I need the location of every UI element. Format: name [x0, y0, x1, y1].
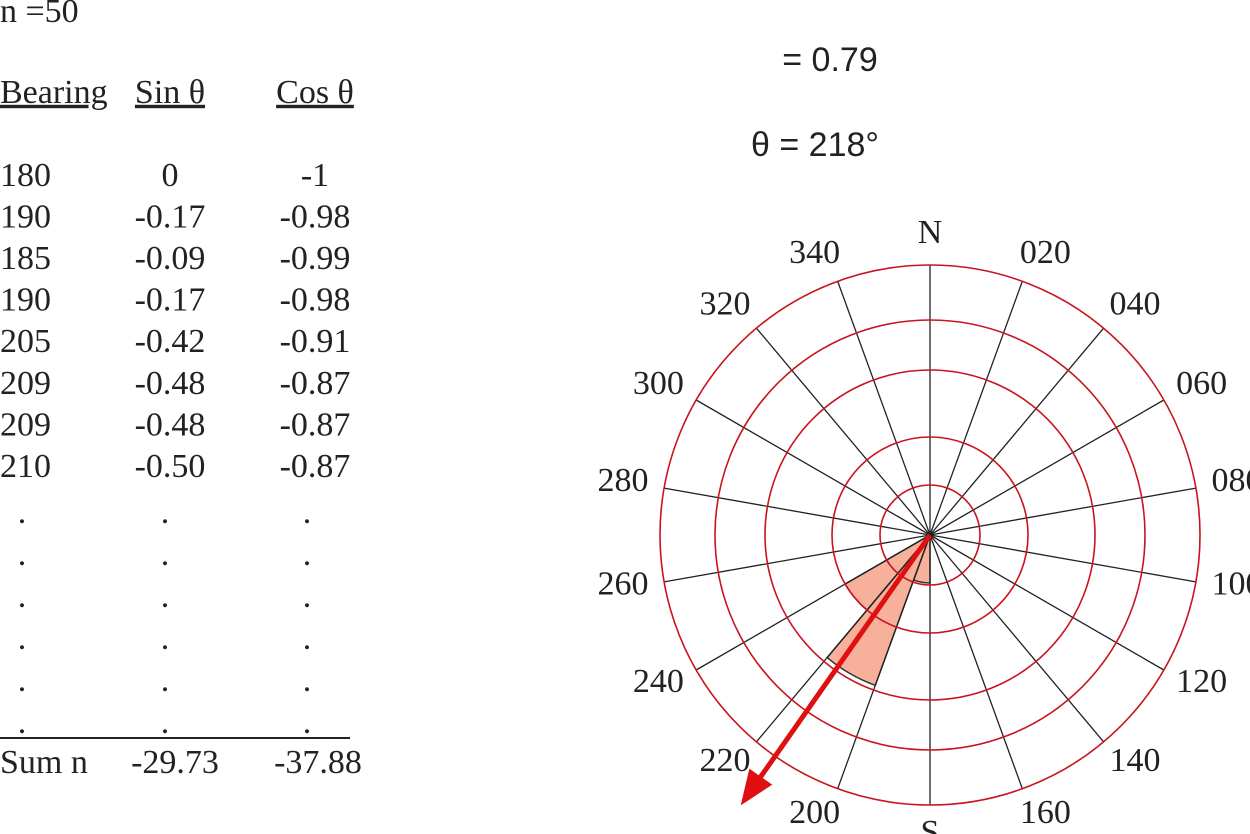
table-cell: -0.17 [135, 282, 206, 319]
spoke [929, 534, 1165, 671]
spoke [663, 534, 931, 583]
ellipsis: . [18, 704, 27, 741]
ellipsis: . [18, 620, 27, 657]
spoke [929, 281, 1023, 536]
ring [714, 319, 1146, 751]
r-label: = 0.79 [782, 41, 877, 79]
bearing-label: 020 [1020, 234, 1071, 271]
spoke [929, 534, 1105, 743]
ellipsis: . [303, 494, 312, 531]
table-cell: 209 [0, 406, 51, 443]
bearing-label: 040 [1110, 286, 1161, 323]
table-cell: -0.99 [280, 240, 351, 277]
table-cell: -0.17 [135, 198, 206, 235]
table-header: Cos θ [276, 74, 354, 111]
bearing-label: 160 [1020, 794, 1071, 831]
spoke [929, 399, 1165, 536]
bearing-label: 100 [1211, 566, 1250, 603]
bearing-label: 240 [633, 663, 684, 700]
ellipsis: . [161, 620, 170, 657]
table-cell: 209 [0, 365, 51, 402]
ellipsis: . [161, 578, 170, 615]
mean-arrow [755, 533, 933, 783]
ellipsis: . [18, 578, 27, 615]
ellipsis: . [18, 494, 27, 531]
bearing-label: N [918, 214, 943, 251]
ring [831, 436, 1029, 634]
sum-cell: Sum n [0, 744, 88, 781]
ellipsis: . [161, 704, 170, 741]
table-cell: 205 [0, 323, 51, 360]
ellipsis: . [303, 620, 312, 657]
theta-label: θ = 218° [751, 126, 879, 164]
table-cell: -0.09 [135, 240, 206, 277]
spoke [837, 281, 931, 536]
table-cell: 210 [0, 448, 51, 485]
table-cell: -1 [301, 157, 329, 194]
table-cell: 190 [0, 282, 51, 319]
table-cell: -0.50 [135, 448, 206, 485]
ellipsis: . [161, 662, 170, 699]
sum-cell: -37.88 [274, 744, 362, 781]
spoke [755, 327, 931, 536]
spoke [929, 487, 1197, 536]
bearing-label: 140 [1110, 742, 1161, 779]
ellipsis: . [303, 578, 312, 615]
bearing-label: 320 [699, 286, 750, 323]
table-header: Sin θ [135, 74, 205, 111]
sum-cell: -29.73 [131, 744, 219, 781]
ellipsis: . [18, 536, 27, 573]
ellipsis: . [18, 662, 27, 699]
spoke [755, 534, 931, 743]
ellipsis: . [303, 662, 312, 699]
ring [764, 369, 1096, 701]
bearing-label: 060 [1176, 365, 1227, 402]
bearing-label: 280 [598, 462, 649, 499]
ellipsis: . [303, 536, 312, 573]
table-cell: 185 [0, 240, 51, 277]
table-cell: -0.87 [280, 406, 351, 443]
ring [879, 484, 981, 586]
table-cell: -0.87 [280, 365, 351, 402]
spoke [663, 487, 931, 536]
bearing-label: 120 [1176, 663, 1227, 700]
bearing-label: 080 [1211, 462, 1250, 499]
arrow-head [740, 768, 773, 806]
rose-diagram: N 020 040 060 080 100 120 140 160 S 200 220 240 260 28… [598, 214, 1250, 834]
spoke [929, 327, 1105, 536]
spoke [695, 534, 931, 671]
table-cell: -0.42 [135, 323, 206, 360]
table-cell: -0.48 [135, 406, 206, 443]
ellipsis: . [303, 704, 312, 741]
spoke [837, 534, 931, 789]
ring [659, 264, 1201, 806]
table-cell: -0.98 [280, 198, 351, 235]
bearing-label: 260 [598, 566, 649, 603]
bearing-label: 220 [699, 742, 750, 779]
table-cell: 180 [0, 157, 51, 194]
ellipsis: . [161, 536, 170, 573]
bearing-label: 300 [633, 365, 684, 402]
table-cell: 190 [0, 198, 51, 235]
spoke [929, 534, 1197, 583]
table-cell: -0.98 [280, 282, 351, 319]
table-cell: -0.91 [280, 323, 351, 360]
bearing-label: 200 [789, 794, 840, 831]
table-header: Bearing [0, 74, 108, 111]
spoke [929, 534, 1023, 789]
bearing-label: 340 [789, 234, 840, 271]
n-label: n =50 [0, 0, 79, 30]
table-cell: -0.87 [280, 448, 351, 485]
ellipsis: . [161, 494, 170, 531]
spoke [695, 399, 931, 536]
table-cell: -0.48 [135, 365, 206, 402]
table-cell: 0 [162, 157, 179, 194]
bearing-label: S [921, 814, 940, 834]
